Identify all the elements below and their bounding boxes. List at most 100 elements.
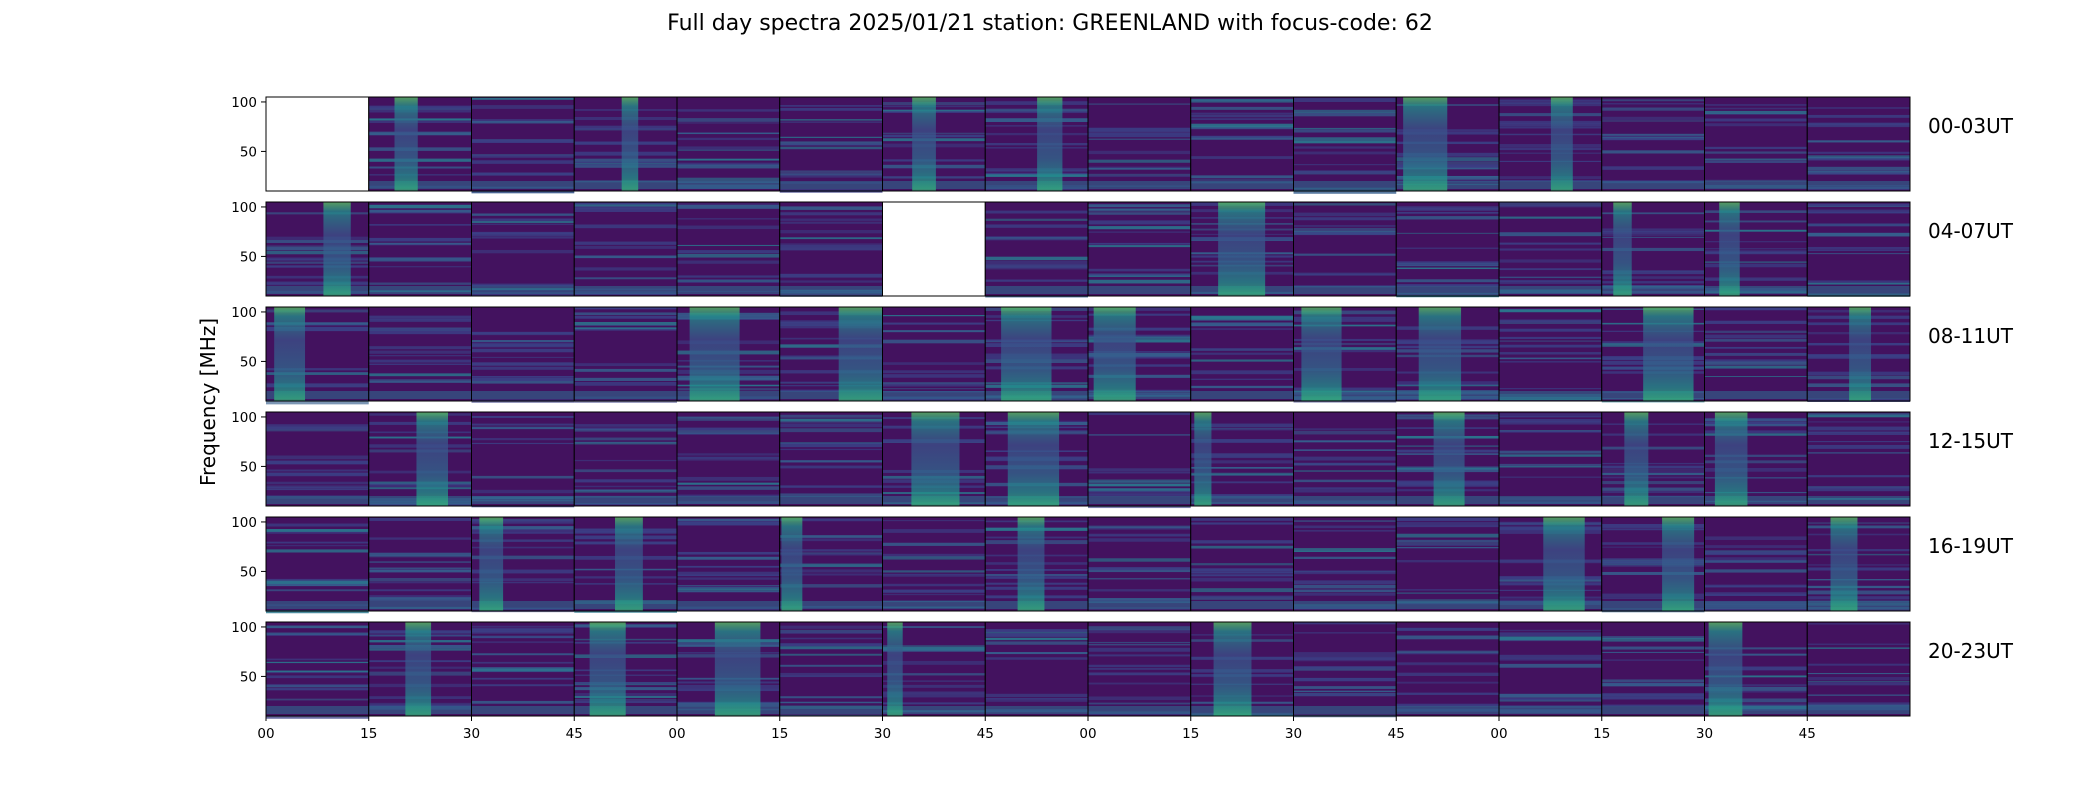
spectral-band [1293, 666, 1397, 669]
spectral-band [266, 610, 369, 614]
spectral-band [1499, 160, 1602, 163]
spectral-band [1088, 273, 1191, 277]
burst-column [1550, 97, 1573, 191]
noise-band [1499, 706, 1602, 714]
spectral-band [368, 577, 472, 582]
spectral-band [1704, 551, 1808, 556]
spectrum-panel [1087, 96, 1192, 192]
spectral-band [882, 589, 986, 593]
spectral-band [985, 631, 1088, 634]
spectral-band [471, 235, 575, 237]
spectral-band [779, 237, 883, 240]
spectral-band [368, 266, 472, 268]
burst-column [1093, 307, 1136, 401]
spectral-band [368, 204, 472, 209]
spectral-band [1704, 365, 1808, 369]
spectral-band [882, 520, 986, 522]
spectral-band [1499, 113, 1602, 117]
noise-band [1293, 181, 1397, 189]
spectral-band [1396, 131, 1499, 135]
spectral-band [1499, 450, 1602, 454]
panel-background [266, 97, 369, 191]
spectral-band [1499, 453, 1602, 457]
spectral-band [779, 280, 883, 283]
spectral-band [985, 142, 1088, 146]
noise-band [677, 181, 780, 189]
spectral-band [779, 428, 883, 433]
spectral-band [368, 350, 472, 354]
spectral-band [1704, 545, 1808, 548]
spectral-band [1499, 268, 1602, 271]
spectral-band [1190, 385, 1294, 389]
noise-band [1601, 181, 1705, 189]
spectral-band [1396, 176, 1499, 180]
spectral-band [882, 593, 986, 596]
spectrum-panel [779, 201, 883, 297]
spectral-band [677, 260, 780, 264]
spectral-band [1190, 466, 1294, 469]
spectral-band [1293, 686, 1397, 689]
noise-band [1704, 706, 1808, 714]
noise-band [574, 391, 677, 399]
spectral-band [1396, 541, 1499, 546]
chart-title: Full day spectra 2025/01/21 station: GRE… [667, 11, 1433, 36]
spectral-band [1190, 481, 1294, 484]
spectrum-panel [265, 306, 370, 405]
spectral-band [1807, 293, 1910, 297]
burst-column [615, 517, 643, 611]
spectral-band [1088, 468, 1191, 472]
spectral-band [1190, 423, 1294, 428]
spectral-band [1807, 156, 1910, 159]
noise-band [266, 601, 369, 609]
spectral-band [1499, 180, 1602, 182]
spectral-band [266, 275, 369, 279]
spectral-band [1499, 280, 1602, 284]
spectral-band [471, 677, 575, 680]
spectral-band [368, 552, 472, 556]
spectral-band [1293, 218, 1397, 220]
spectral-band [1190, 123, 1294, 128]
spectral-band [779, 136, 883, 138]
spectral-band [985, 638, 1088, 641]
spectral-band [677, 225, 780, 230]
spectral-band [1088, 352, 1191, 357]
spectral-band [471, 348, 575, 353]
spectral-band [1088, 166, 1191, 168]
spectral-band [471, 631, 575, 634]
spectral-band [1704, 418, 1808, 422]
spectral-band [677, 280, 780, 282]
spectral-band [471, 340, 575, 342]
spectral-band [1807, 704, 1910, 707]
spectral-band [1088, 702, 1191, 705]
x-tick-label: 45 [977, 726, 994, 742]
spectral-band [574, 245, 677, 249]
spectral-band [1293, 98, 1397, 103]
y-tick-label: 100 [231, 515, 257, 531]
spectrum-panel [676, 516, 781, 612]
spectrum-panel [573, 411, 678, 507]
spectral-band [1293, 109, 1397, 113]
spectral-band [368, 224, 472, 226]
spectral-band [677, 565, 780, 568]
spectral-band [882, 370, 986, 374]
spectral-band [1190, 179, 1294, 181]
spectral-band [574, 368, 677, 372]
noise-band [882, 391, 986, 399]
spectral-band [882, 529, 986, 533]
spectral-band [1088, 220, 1191, 225]
spectral-band [1293, 440, 1397, 442]
spectral-band [471, 231, 575, 236]
spectral-band [1807, 533, 1910, 536]
spectral-band [1396, 663, 1499, 666]
spectral-band [1704, 686, 1808, 691]
spectral-band [1807, 232, 1910, 237]
spectral-band [1293, 273, 1397, 276]
spectrum-panel [1087, 201, 1192, 297]
spectrum-panel [1806, 96, 1911, 192]
noise-band [1190, 181, 1294, 189]
spectral-band [1807, 585, 1910, 589]
spectra-row-2: 100 50 08-11UT [231, 305, 2014, 405]
spectrum-panel [471, 516, 575, 613]
spectral-band [574, 363, 677, 367]
spectral-band [779, 370, 883, 374]
